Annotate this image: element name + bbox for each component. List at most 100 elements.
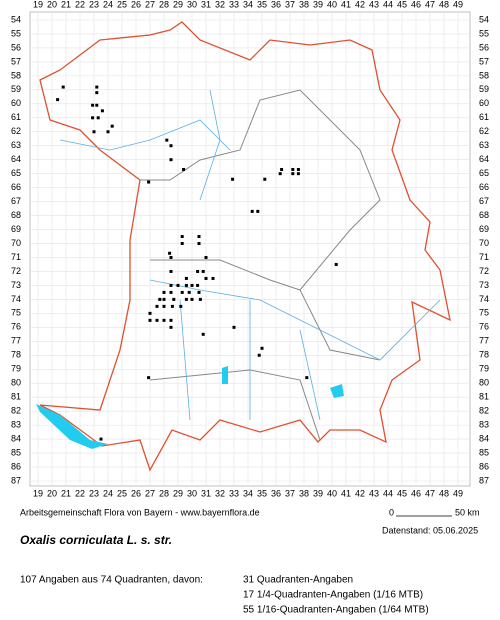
rivers (59, 89, 441, 421)
record-dot (147, 376, 151, 380)
row-label: 62 (479, 126, 489, 136)
record-dot (204, 255, 208, 259)
column-label: 40 (327, 0, 337, 9)
row-label: 70 (11, 238, 21, 248)
column-label: 45 (397, 0, 407, 9)
record-dot (169, 290, 173, 294)
column-label: 23 (89, 488, 99, 498)
column-label: 42 (355, 488, 365, 498)
column-label: 36 (271, 488, 281, 498)
record-dot (162, 290, 166, 294)
row-label: 83 (479, 419, 489, 429)
record-dot (155, 318, 159, 322)
row-label: 84 (11, 433, 21, 443)
lake-ammersee (222, 366, 228, 384)
state-border (39, 21, 451, 472)
row-label: 69 (479, 224, 489, 234)
row-label: 82 (11, 406, 21, 416)
record-dot (100, 109, 104, 113)
column-label: 22 (75, 488, 85, 498)
column-label: 43 (369, 0, 379, 9)
row-label: 56 (479, 42, 489, 52)
source: Arbeitsgemeinschaft Flora von Bayern - w… (20, 507, 260, 517)
record-dot (197, 235, 201, 239)
record-dot (197, 290, 201, 294)
row-label: 63 (11, 140, 21, 150)
row-label: 60 (11, 98, 21, 108)
record-dot (91, 103, 95, 107)
scale-start: 0 (389, 507, 394, 517)
lake-bodensee (36, 404, 108, 449)
column-label: 36 (271, 0, 281, 9)
column-label: 48 (439, 0, 449, 9)
record-dot (196, 269, 200, 273)
row-label: 60 (479, 98, 489, 108)
row-label: 73 (479, 280, 489, 290)
row-label: 86 (11, 461, 21, 471)
record-dot (96, 116, 100, 120)
column-label: 38 (299, 488, 309, 498)
column-label: 46 (411, 0, 421, 9)
row-label: 58 (479, 70, 489, 80)
column-label: 20 (47, 488, 57, 498)
column-label: 47 (425, 0, 435, 9)
column-label: 25 (117, 488, 127, 498)
row-label: 72 (479, 266, 489, 276)
column-label: 30 (187, 488, 197, 498)
record-dot (162, 304, 166, 308)
row-label: 87 (479, 475, 489, 485)
column-label: 39 (313, 0, 323, 9)
row-label: 85 (11, 447, 21, 457)
row-label: 85 (479, 447, 489, 457)
column-label: 49 (453, 0, 463, 9)
record-dot (296, 172, 300, 176)
row-label: 56 (11, 42, 21, 52)
column-label: 30 (187, 0, 197, 9)
row-label: 69 (11, 224, 21, 234)
record-dot (172, 297, 176, 301)
row-label: 71 (11, 252, 21, 262)
column-label: 48 (439, 488, 449, 498)
record-dot (204, 276, 208, 280)
record-dot (95, 91, 99, 95)
column-label: 28 (159, 0, 169, 9)
record-dot (169, 325, 173, 329)
record-dot (291, 167, 295, 171)
column-label: 20 (47, 0, 57, 9)
row-label: 62 (11, 126, 21, 136)
column-label: 34 (243, 488, 253, 498)
column-label: 40 (327, 488, 337, 498)
column-label: 28 (159, 488, 169, 498)
row-label: 86 (479, 461, 489, 471)
row-label: 66 (479, 182, 489, 192)
record-dot (232, 325, 236, 329)
column-label: 27 (145, 0, 155, 9)
summary-line: 17 1/4-Quadranten-Angaben (1/16 MTB) (243, 590, 423, 601)
column-label: 43 (369, 488, 379, 498)
row-label: 79 (479, 364, 489, 374)
record-dot (198, 297, 202, 301)
record-dot (187, 290, 191, 294)
row-label: 55 (479, 28, 489, 38)
record-dot (169, 158, 173, 162)
record-dot (162, 318, 166, 322)
record-dot (179, 304, 183, 308)
record-dot (162, 297, 166, 301)
column-label: 31 (201, 488, 211, 498)
row-label: 64 (11, 154, 21, 164)
row-label: 66 (11, 182, 21, 192)
row-label: 71 (479, 252, 489, 262)
row-label: 80 (479, 378, 489, 388)
row-label: 70 (479, 238, 489, 248)
scale-end: 50 km (455, 507, 480, 517)
row-label: 76 (11, 322, 21, 332)
record-dot (190, 297, 194, 301)
row-label: 61 (479, 112, 489, 122)
row-label: 87 (11, 475, 21, 485)
column-label: 39 (313, 488, 323, 498)
record-dot (211, 276, 215, 280)
record-dot (184, 276, 188, 280)
column-label: 44 (383, 0, 393, 9)
row-label: 77 (11, 336, 21, 346)
